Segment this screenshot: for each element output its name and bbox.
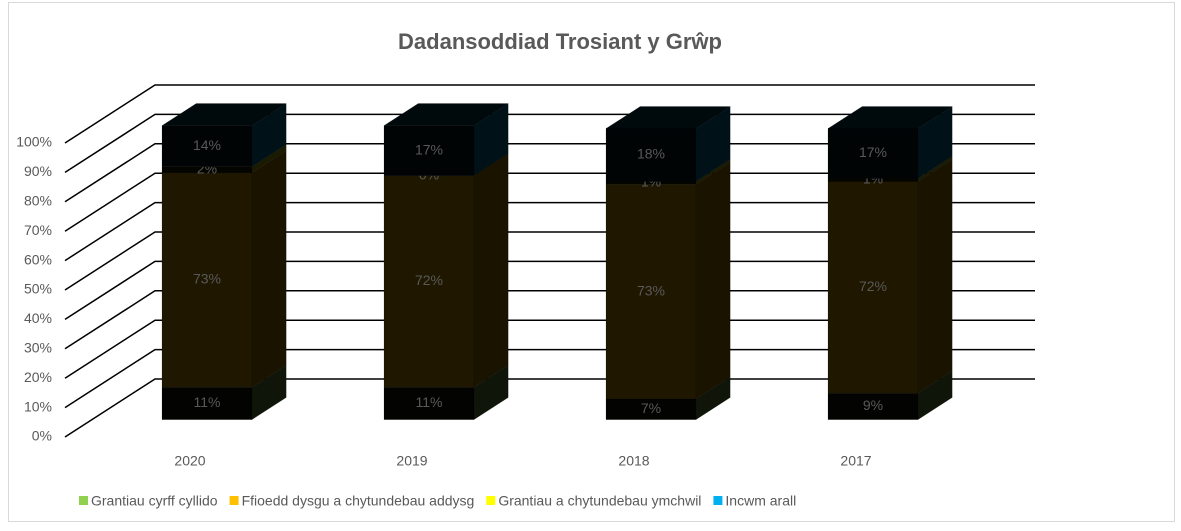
y-tick-label: 30%	[24, 340, 52, 356]
bar-side	[695, 161, 731, 400]
legend-swatch	[229, 496, 239, 505]
grid-line	[64, 113, 1035, 174]
data-label: 7%	[641, 400, 661, 416]
x-tick-label: 2020	[174, 453, 205, 469]
legend-swatch	[79, 496, 88, 505]
bar-top	[605, 106, 732, 129]
legend-label: Grantiau cyrff cyllido	[91, 493, 218, 509]
y-tick-label: 20%	[24, 369, 52, 385]
data-label: 11%	[416, 394, 443, 410]
grid-line	[64, 84, 1035, 144]
y-tick-label: 50%	[24, 281, 52, 297]
y-tick-label: 60%	[24, 251, 52, 267]
grid-line	[64, 378, 1035, 438]
data-label: 72%	[859, 278, 887, 294]
grid-line	[64, 319, 1035, 379]
data-label: 9%	[863, 397, 883, 413]
legend-label: Incwm arall	[725, 493, 796, 509]
data-label: 18%	[637, 146, 665, 162]
y-tick-label: 40%	[24, 310, 52, 326]
y-tick-label: 100%	[16, 134, 52, 150]
bar-top	[827, 106, 954, 129]
grid-line	[64, 143, 1035, 203]
bar-top	[383, 103, 510, 126]
x-tick-label: 2019	[396, 453, 427, 469]
bar-side	[251, 150, 287, 388]
data-label: 73%	[193, 271, 221, 287]
y-tick-label: 0%	[32, 428, 52, 444]
data-label: 72%	[415, 272, 443, 288]
grid-line	[64, 290, 1035, 350]
y-tick-label: 90%	[24, 163, 52, 179]
y-tick-label: 70%	[24, 222, 52, 238]
x-tick-label: 2017	[840, 453, 871, 469]
data-label: 17%	[415, 141, 443, 157]
data-label: 14%	[193, 137, 221, 153]
bar-side	[473, 153, 509, 388]
legend-label: Grantiau a chytundebau ymchwil	[498, 493, 701, 509]
data-label: 73%	[637, 282, 665, 298]
legend-swatch	[713, 496, 723, 505]
grid-line	[64, 348, 1035, 409]
grid-line	[64, 231, 1035, 291]
grid-line	[64, 201, 1035, 262]
legend-label: Ffioedd dysgu a chytundebau addysg	[242, 493, 475, 509]
data-label: 17%	[859, 144, 887, 160]
data-label: 11%	[194, 394, 221, 410]
x-tick-label: 2018	[618, 453, 649, 469]
legend-swatch	[486, 496, 496, 505]
y-tick-label: 10%	[24, 398, 52, 414]
bar-side	[917, 158, 953, 394]
grid-line	[64, 172, 1035, 232]
bar-top	[161, 103, 288, 126]
grid-line	[64, 260, 1035, 321]
chart-title: Dadansoddiad Trosiant y Grŵp	[398, 29, 722, 54]
y-tick-label: 80%	[24, 193, 52, 209]
